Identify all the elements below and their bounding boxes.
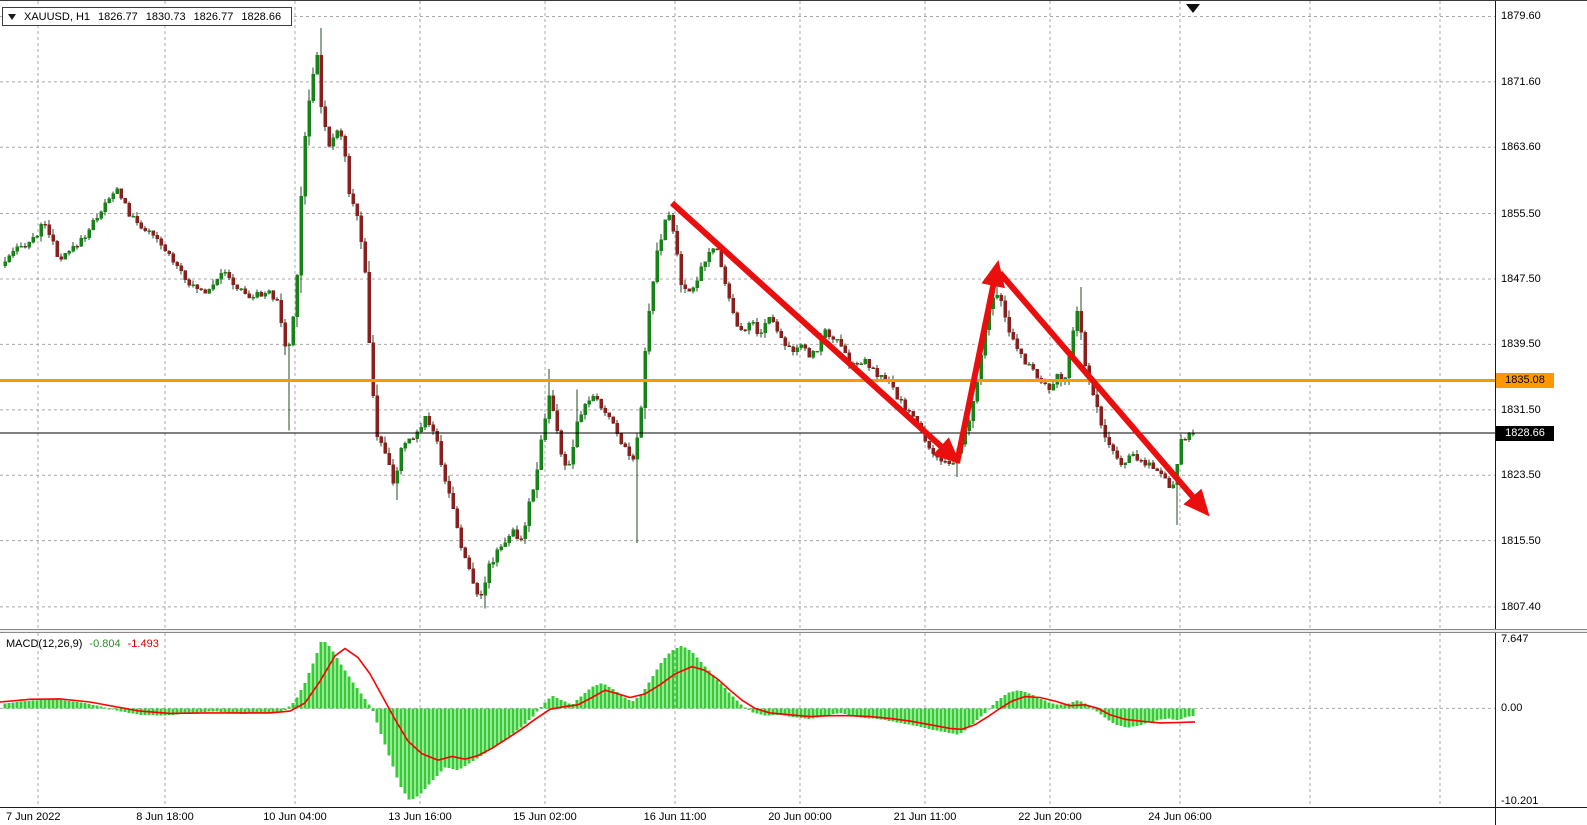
macd-histogram xyxy=(3,642,1195,800)
current-price-badge: 1828.66 xyxy=(1496,425,1554,441)
price-axis-label: 1871.60 xyxy=(1501,75,1541,88)
time-axis[interactable]: 7 Jun 2022 8 Jun 18:00 10 Jun 04:00 13 Jun … xyxy=(0,809,1495,825)
trend-arrow[interactable] xyxy=(669,200,961,464)
price-axis-label: 1823.50 xyxy=(1501,469,1541,482)
macd-axis-label: -10.201 xyxy=(1501,794,1539,807)
macd-name: MACD(12,26,9) xyxy=(6,638,83,650)
grid-lines xyxy=(0,1,1495,629)
time-axis-label: 22 Jun 20:00 xyxy=(1018,811,1082,823)
time-axis-label: 21 Jun 11:00 xyxy=(893,811,957,823)
price-axis-label: 1807.40 xyxy=(1501,600,1541,613)
time-axis-label: 20 Jun 00:00 xyxy=(768,811,832,823)
macd-grid-lines xyxy=(0,633,1495,807)
ohlc-high: 1830.73 xyxy=(145,10,186,23)
trend-arrow[interactable] xyxy=(997,271,1210,517)
level-price-value: 1835.08 xyxy=(1505,374,1545,387)
panel-separator[interactable] xyxy=(0,629,1587,633)
macd-axis-label: 7.647 xyxy=(1501,632,1529,645)
chart-symbol-timeframe: XAUUSD, H1 xyxy=(24,10,91,23)
time-axis-label: 16 Jun 11:00 xyxy=(643,811,707,823)
time-axis-label: 13 Jun 16:00 xyxy=(388,811,452,823)
trend-arrow[interactable] xyxy=(954,259,1005,464)
candles xyxy=(3,27,1195,609)
price-axis-label: 1839.50 xyxy=(1501,338,1541,351)
macd-axis-label: 0.00 xyxy=(1501,702,1523,715)
level-price-badge: 1835.08 xyxy=(1496,373,1554,389)
ohlc-open: 1826.77 xyxy=(98,10,138,23)
ohlc-low: 1826.77 xyxy=(193,10,234,23)
time-axis-label: 7 Jun 2022 xyxy=(6,811,61,823)
price-axis-label: 1863.60 xyxy=(1501,141,1541,154)
scroll-position-marker-icon[interactable] xyxy=(1186,4,1200,13)
price-axis-label: 1815.50 xyxy=(1501,534,1541,547)
symbol-dropdown-icon[interactable] xyxy=(8,13,16,20)
time-axis-label: 8 Jun 18:00 xyxy=(136,811,194,823)
price-axis-border xyxy=(1495,1,1496,825)
time-axis-border xyxy=(0,807,1587,808)
price-axis-label: 1879.60 xyxy=(1501,10,1541,23)
macd-signal-line xyxy=(0,647,1196,761)
ohlc-close: 1828.66 xyxy=(241,10,282,23)
current-price-value: 1828.66 xyxy=(1505,426,1545,439)
chart-title-box: XAUUSD, H1 1826.77 1830.73 1826.77 1828.… xyxy=(2,7,293,26)
macd-panel-plot[interactable] xyxy=(0,633,1495,807)
time-axis-label: 24 Jun 06:00 xyxy=(1148,811,1212,823)
price-axis-label: 1855.50 xyxy=(1501,207,1541,220)
price-chart-plot[interactable] xyxy=(0,1,1495,629)
price-axis[interactable]: 1835.08 1828.66 1879.60 1871.60 1863.60 185… xyxy=(1496,1,1587,825)
time-axis-label: 15 Jun 02:00 xyxy=(513,811,577,823)
price-axis-label: 1831.50 xyxy=(1501,403,1541,416)
macd-value-signal: -1.493 xyxy=(127,638,159,650)
time-axis-label: 10 Jun 04:00 xyxy=(263,811,327,823)
macd-value-main: -0.804 xyxy=(89,638,121,650)
macd-indicator-label: MACD(12,26,9) -0.804 -1.493 xyxy=(6,638,159,650)
price-axis-label: 1847.50 xyxy=(1501,272,1541,285)
